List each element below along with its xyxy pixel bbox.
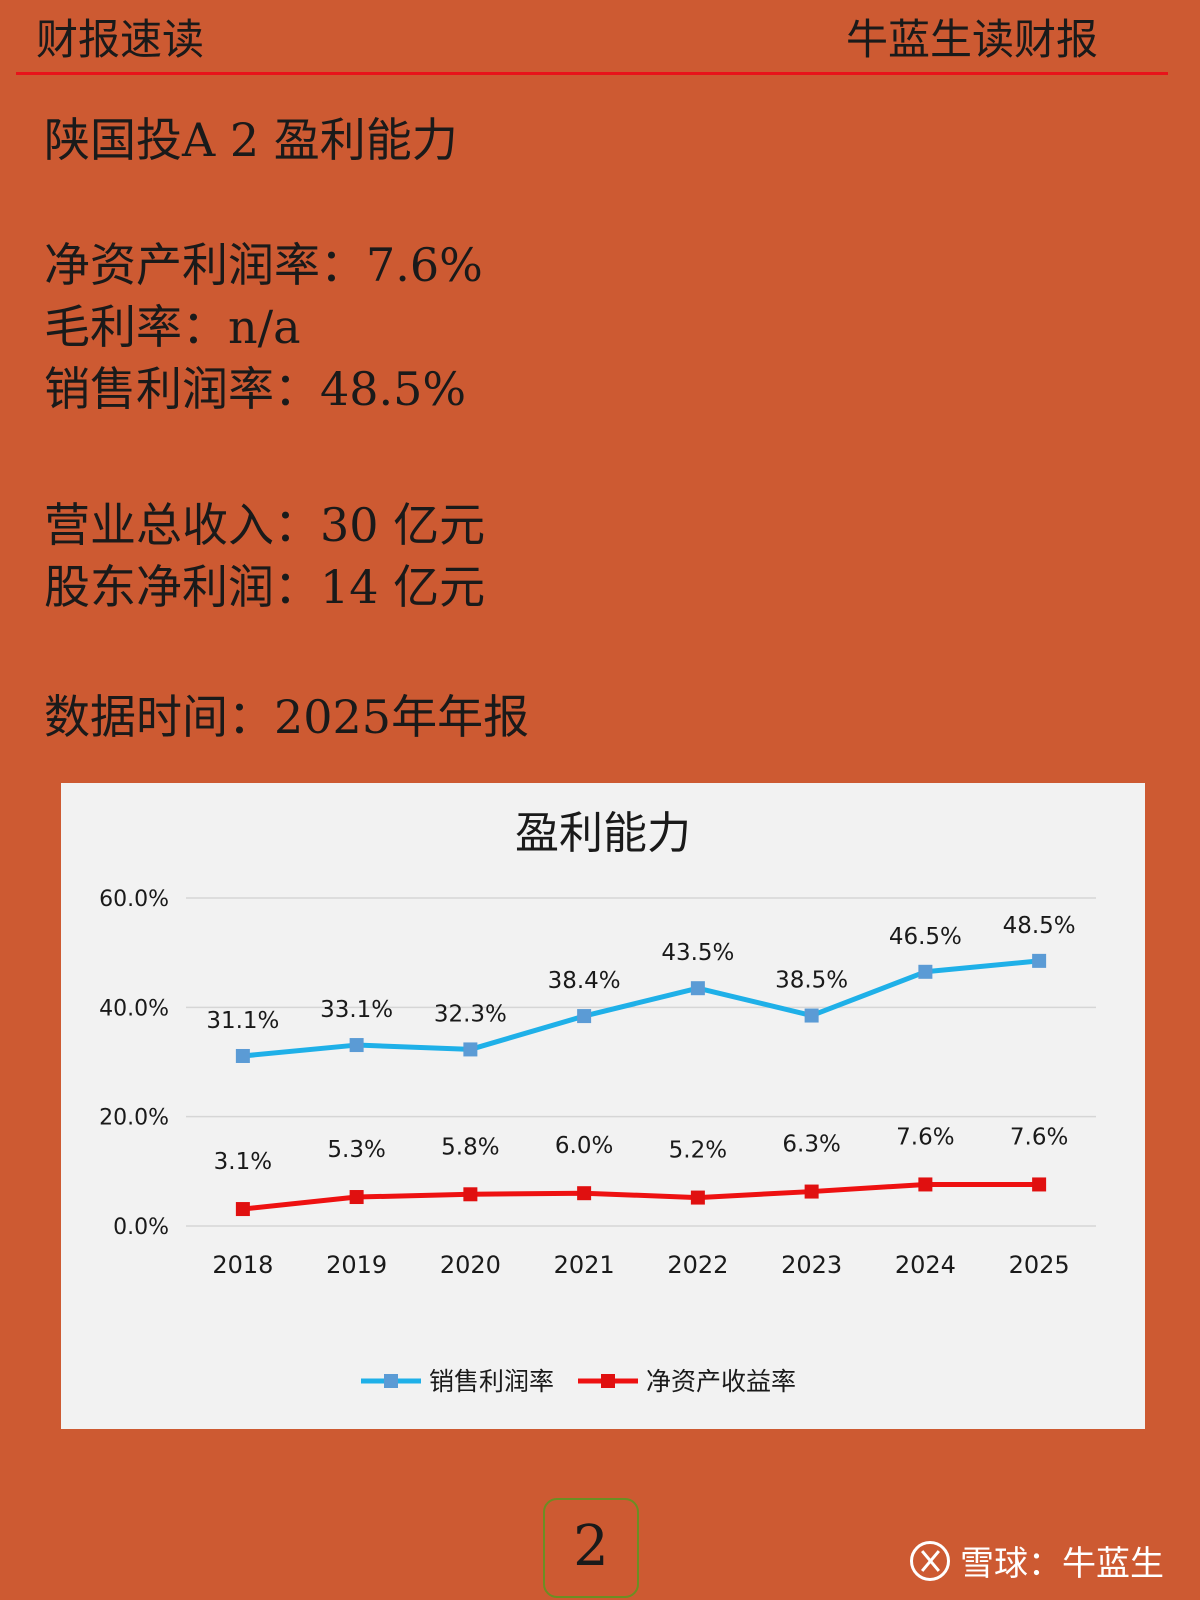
data-point — [1032, 953, 1047, 968]
series-line — [242, 958, 1040, 1059]
data-date: 数据时间：2025年年报 — [44, 686, 529, 748]
x-tick-label: 2020 — [440, 1251, 501, 1279]
legend-label: 销售利润率 — [429, 1367, 554, 1396]
metric-roe-value: 7.6% — [366, 238, 483, 292]
amount-net-profit-value: 14 亿元 — [320, 560, 486, 614]
data-point — [918, 1177, 933, 1192]
y-tick-label: 20.0% — [99, 1106, 169, 1131]
data-label: 33.1% — [320, 997, 393, 1023]
data-point — [804, 1184, 819, 1199]
data-point — [577, 1009, 592, 1024]
amount-net-profit-label: 股东净利润： — [44, 560, 320, 614]
data-label: 5.2% — [669, 1138, 727, 1164]
data-point — [235, 1048, 250, 1063]
metric-gross-margin-value: n/a — [228, 300, 301, 354]
data-date-value: 2025年年报 — [274, 690, 530, 744]
data-point — [1032, 1177, 1047, 1192]
data-point — [235, 1202, 250, 1217]
data-label: 6.3% — [782, 1132, 840, 1158]
data-label: 31.1% — [206, 1008, 279, 1034]
data-label: 5.3% — [327, 1137, 385, 1163]
data-point — [349, 1190, 364, 1205]
page-title: 陕国投A 2 盈利能力 — [44, 109, 458, 171]
header-divider — [16, 72, 1168, 75]
watermark-text: 雪球：牛蓝生 — [960, 1544, 1164, 1584]
profitability-chart: 盈利能力 0.0% 20.0% 40.0% 60.0% 2018 2019 2020 2021 2… — [61, 783, 1145, 1429]
data-point — [577, 1186, 592, 1201]
x-tick-label: 2022 — [667, 1251, 728, 1279]
chart-svg: 盈利能力 0.0% 20.0% 40.0% 60.0% 2018 2019 2020 2021 2… — [99, 808, 1096, 1396]
data-point — [463, 1042, 478, 1057]
metric-gross-margin-label: 毛利率： — [44, 300, 228, 354]
company-name: 陕国投 — [44, 113, 182, 167]
data-label: 32.3% — [434, 1001, 507, 1027]
data-point — [463, 1187, 478, 1202]
data-label: 3.1% — [214, 1149, 272, 1175]
x-tick-label: 2019 — [326, 1251, 387, 1279]
x-tick-label: 2021 — [554, 1251, 615, 1279]
y-tick-label: 40.0% — [99, 996, 169, 1021]
amount-revenue-value: 30 亿元 — [320, 498, 486, 552]
title-suffix: A 2 盈利能力 — [182, 113, 458, 167]
metric-sales-margin-label: 销售利润率： — [44, 362, 320, 416]
data-date-label: 数据时间： — [44, 690, 274, 744]
data-label: 7.6% — [896, 1124, 954, 1150]
amount-revenue: 营业总收入：30 亿元 — [44, 494, 485, 556]
metric-roe: 净资产利润率：7.6% — [44, 234, 483, 296]
x-tick-label: 2023 — [781, 1251, 842, 1279]
x-tick-label: 2018 — [212, 1251, 273, 1279]
data-point — [349, 1038, 364, 1053]
legend-marker — [601, 1374, 615, 1388]
data-point — [690, 981, 705, 996]
metric-roe-label: 净资产利润率： — [44, 238, 366, 292]
data-label: 43.5% — [661, 940, 734, 966]
data-label: 5.8% — [441, 1134, 499, 1160]
x-tick-label: 2025 — [1009, 1251, 1070, 1279]
data-label: 38.5% — [775, 968, 848, 994]
series-line — [242, 1181, 1040, 1212]
y-tick-label: 0.0% — [113, 1215, 169, 1240]
data-label: 7.6% — [1010, 1124, 1068, 1150]
data-point — [804, 1008, 819, 1023]
xueqiu-logo-icon — [910, 1540, 950, 1581]
watermark: 雪球：牛蓝生 — [910, 1536, 1164, 1585]
metric-gross-margin: 毛利率：n/a — [44, 296, 301, 358]
data-label: 38.4% — [548, 968, 621, 994]
data-label: 48.5% — [1003, 913, 1076, 939]
data-label: 6.0% — [555, 1133, 613, 1159]
chart-title: 盈利能力 — [515, 808, 691, 859]
page-number: 2 — [543, 1498, 639, 1598]
legend-marker — [384, 1374, 398, 1388]
metric-sales-margin-value: 48.5% — [320, 362, 467, 416]
data-point — [918, 964, 933, 979]
header-right-brand: 牛蓝生读财报 — [845, 15, 1098, 64]
legend-label: 净资产收益率 — [646, 1367, 796, 1396]
data-label: 46.5% — [889, 924, 962, 950]
amount-revenue-label: 营业总收入： — [44, 498, 320, 552]
header-left-title: 财报速读 — [36, 15, 205, 64]
data-point — [690, 1190, 705, 1205]
x-tick-label: 2024 — [895, 1251, 956, 1279]
page-header: 财报速读 牛蓝生读财报 — [0, 0, 1200, 76]
y-tick-label: 60.0% — [99, 887, 169, 912]
metric-sales-margin: 销售利润率：48.5% — [44, 358, 466, 420]
amount-net-profit: 股东净利润：14 亿元 — [44, 556, 485, 618]
